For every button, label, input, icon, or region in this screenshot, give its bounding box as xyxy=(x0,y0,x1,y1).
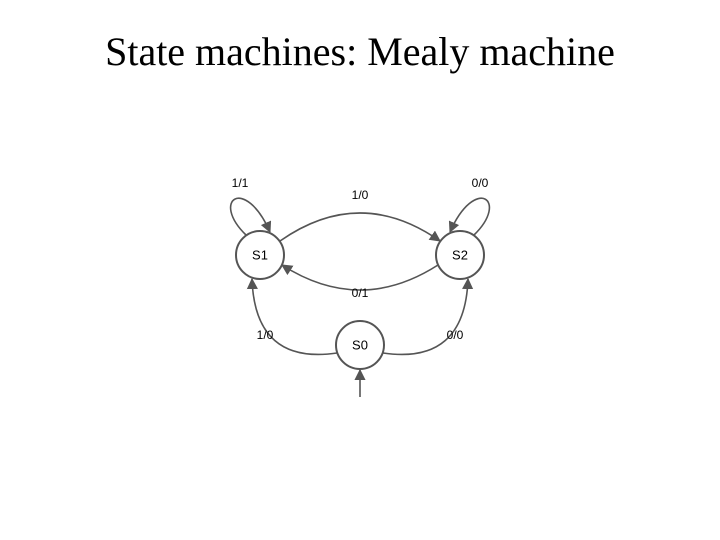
state-s1: S1 xyxy=(236,231,284,279)
state-label-s1: S1 xyxy=(252,248,268,263)
state-s2: S2 xyxy=(436,231,484,279)
edge-label-s2-s1: 0/1 xyxy=(352,286,369,300)
edge-label-s0-s2: 0/0 xyxy=(447,328,464,342)
slide: State machines: Mealy machine 1/1 0/0 1/… xyxy=(0,0,720,540)
edge-label-s2-s2: 0/0 xyxy=(472,176,489,190)
edge-s0-s1 xyxy=(252,279,337,354)
state-s0: S0 xyxy=(336,321,384,369)
edge-label-s1-s1: 1/1 xyxy=(232,176,249,190)
state-diagram: 1/1 0/0 1/0 0/1 1/0 0/0 S1 xyxy=(200,165,520,395)
edge-label-s1-s2: 1/0 xyxy=(352,188,369,202)
edge-s1-s2 xyxy=(280,213,440,241)
edge-label-s0-s1: 1/0 xyxy=(257,328,274,342)
edge-s1-s1 xyxy=(231,198,270,235)
slide-title: State machines: Mealy machine xyxy=(0,28,720,75)
edge-s2-s2 xyxy=(450,198,489,235)
edge-s0-s2 xyxy=(383,279,468,354)
state-label-s2: S2 xyxy=(452,248,468,263)
state-label-s0: S0 xyxy=(352,338,368,353)
